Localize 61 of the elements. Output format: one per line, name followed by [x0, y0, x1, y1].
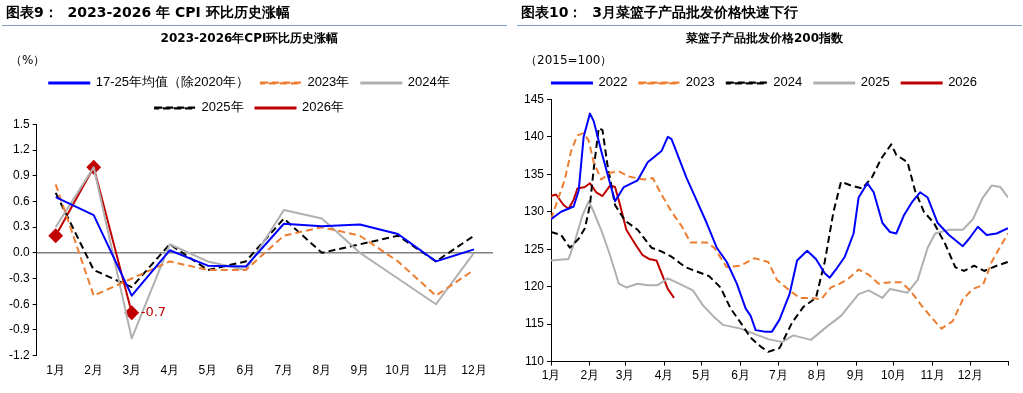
y-tick-label: -0.6 [8, 296, 30, 311]
x-tick-label: 1月 [46, 363, 66, 378]
legend-label: 2022 [598, 74, 628, 90]
x-tick-label: 5月 [692, 368, 712, 383]
annotation: -0.7 [140, 304, 167, 320]
y-tick-label: -1.2 [8, 347, 30, 362]
y-tick-label: -0.3 [8, 270, 30, 285]
x-tick-label: 7月 [768, 368, 788, 383]
x-tick-label: 4月 [654, 368, 674, 383]
x-tick-label: 6月 [731, 368, 750, 383]
x-tick-label: 10月 [385, 363, 411, 378]
y-tick-label: 115 [524, 316, 545, 331]
x-tick-label: 8月 [807, 368, 827, 383]
x-tick-label: 11月 [920, 368, 945, 383]
legend-label: 2024 [773, 74, 803, 90]
legend-label: 2026年 [302, 99, 344, 115]
y-tick-label: 130 [523, 204, 545, 219]
x-tick-label: 6月 [236, 363, 256, 378]
y-tick-label: 120 [523, 279, 545, 293]
y-tick-label: 140 [523, 129, 545, 144]
y-tick-label: -0.9 [8, 322, 30, 337]
x-tick-label: 9月 [350, 363, 370, 378]
x-tick-label: 3月 [122, 363, 142, 378]
x-tick-label: 5月 [198, 363, 218, 378]
chart-subtitle: 2023-2026年CPI环比历史涨幅 [160, 31, 339, 46]
legend-label: 17-25年均值（除2020年） [95, 74, 249, 90]
chart-title: 图表10： 3月菜篮子产品批发价格快速下行 [517, 0, 1022, 26]
legend-label: 2025年 [201, 99, 244, 115]
x-tick-label: 10月 [881, 368, 907, 383]
legend-label: 2025 [860, 74, 890, 90]
y-axis-title: （%） [10, 52, 46, 67]
x-tick-label: 7月 [274, 363, 294, 378]
y-tick-label: 1.5 [12, 116, 30, 131]
legend-label: 2024年 [407, 74, 450, 90]
x-tick-label: 2月 [580, 368, 600, 383]
x-tick-label: 4月 [160, 363, 180, 378]
x-tick-label: 12月 [957, 368, 984, 383]
chart-subtitle: 菜篮子产品批发价格200指数 [684, 31, 845, 46]
legend-label: 2023 [685, 74, 715, 90]
x-tick-label: 2月 [84, 363, 104, 378]
y-tick-label: 135 [523, 166, 545, 181]
y-tick-label: 0.3 [12, 219, 30, 234]
chart-title: 图表9： 2023-2026 年 CPI 环比历史涨幅 [2, 0, 507, 26]
x-tick-label: 9月 [846, 368, 866, 383]
point [124, 305, 139, 320]
x-tick-label: 8月 [312, 363, 332, 378]
y-tick-label: 1.2 [12, 142, 30, 157]
y-tick-label: 0.6 [12, 193, 30, 208]
y-tick-label: 0.9 [12, 168, 30, 183]
legend-label: 2026 [948, 74, 978, 90]
legend-label: 2023年 [307, 74, 350, 90]
y-tick-label: 145 [523, 91, 545, 106]
x-tick-label: 1月 [541, 368, 561, 383]
y-tick-label: 0.0 [12, 245, 30, 260]
x-tick-label: 3月 [615, 368, 635, 383]
y-axis-title: （2015=100） [525, 52, 613, 67]
y-tick-label: 125 [523, 241, 545, 256]
x-tick-label: 12月 [461, 363, 487, 378]
point [48, 228, 63, 243]
y-tick-label: 110 [524, 353, 545, 368]
x-tick-label: 11月 [423, 363, 449, 378]
